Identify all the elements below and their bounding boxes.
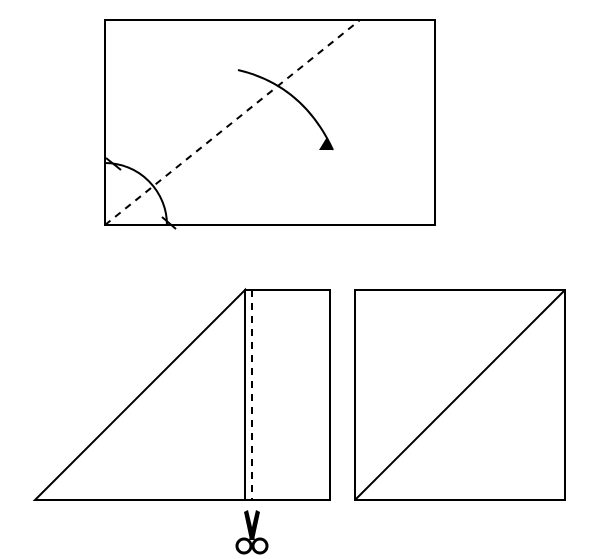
scissors-handle xyxy=(253,539,267,553)
scissors-handle xyxy=(237,539,251,553)
angle-tick xyxy=(162,217,176,229)
step-2 xyxy=(35,290,330,553)
scissors-icon xyxy=(237,510,267,553)
step-3 xyxy=(355,290,565,500)
step-1 xyxy=(105,20,435,229)
fold-line xyxy=(105,20,360,225)
excess-flap xyxy=(245,290,330,500)
angle-arc xyxy=(105,163,167,225)
diagonal-crease xyxy=(355,290,565,500)
fold-arrow-arc xyxy=(238,70,333,150)
folded-triangle xyxy=(35,290,245,500)
scissors-pivot xyxy=(250,534,253,537)
paper-rectangle xyxy=(105,20,435,225)
